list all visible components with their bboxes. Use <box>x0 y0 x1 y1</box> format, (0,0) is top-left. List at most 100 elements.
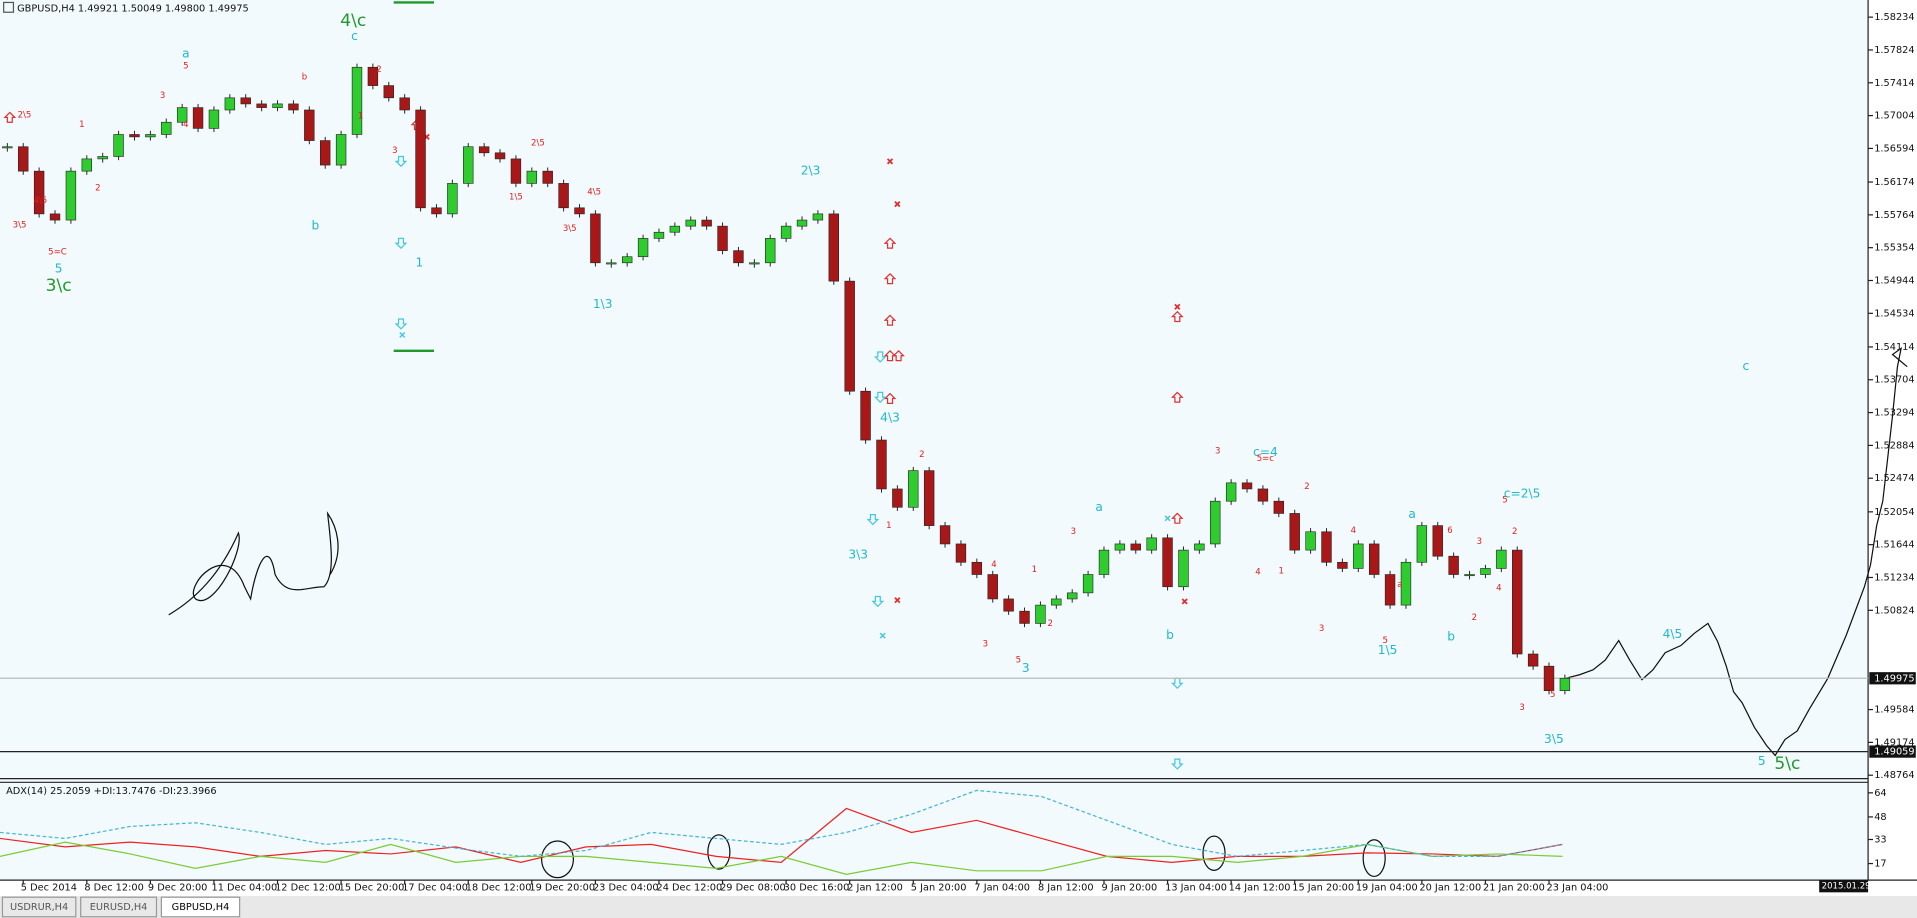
candle <box>1067 592 1078 600</box>
candle <box>478 146 490 154</box>
wave-label: 2 <box>1472 613 1477 623</box>
candle <box>18 146 29 172</box>
candle <box>1114 543 1126 551</box>
candle <box>1162 537 1173 588</box>
candle <box>1337 561 1348 569</box>
wave-label: 5 <box>1502 495 1507 505</box>
candle <box>1225 482 1237 502</box>
level-label: 1.49059 <box>1874 747 1914 758</box>
wave-label: 5 <box>1758 754 1766 768</box>
candle <box>81 158 92 172</box>
x-tick-label: 7 Jan 04:00 <box>974 882 1030 893</box>
wave-label: 1 <box>886 521 891 531</box>
y-tick-label: 1.56174 <box>1874 177 1914 188</box>
wave-label: 4 <box>991 560 996 570</box>
x-tick-label: 8 Dec 12:00 <box>84 882 143 893</box>
tab[interactable] <box>1 896 77 918</box>
wave-label: 4 <box>183 120 188 130</box>
candle <box>272 103 283 108</box>
cross-marks <box>399 331 1171 639</box>
x-tick-label: 30 Dec 16:00 <box>784 882 850 893</box>
tab[interactable] <box>80 896 158 918</box>
wave-label: c <box>351 29 358 43</box>
candle <box>574 207 585 215</box>
circle-mark <box>1202 835 1226 871</box>
cross-marks <box>423 133 1188 605</box>
candle <box>256 103 267 108</box>
tab-label[interactable]: GBPUSD,H4 <box>172 902 230 913</box>
wave-label: c=2\5 <box>1504 486 1541 500</box>
candle <box>65 170 77 221</box>
chart-header: GBPUSD,H4 1.49921 1.50049 1.49800 1.4997… <box>17 4 249 15</box>
candle <box>1464 574 1475 577</box>
y-tick-label: 1.56594 <box>1874 143 1914 154</box>
candle <box>1178 549 1189 588</box>
wave-label: 2 <box>1512 527 1517 537</box>
wave-label: b <box>1166 628 1174 642</box>
candle <box>1035 604 1046 624</box>
wave-label: 6 <box>1447 526 1452 536</box>
y-tick-label: 1.49174 <box>1874 737 1914 748</box>
indicator-line <box>0 789 1563 858</box>
last-time-box <box>1819 880 1869 893</box>
y-tick-label: 1.55764 <box>1874 210 1914 221</box>
candle <box>1273 500 1285 514</box>
wave-label: 3 <box>160 91 165 101</box>
y-tick-label: 1.53294 <box>1874 408 1914 419</box>
wave-label: 4\5 <box>33 196 47 206</box>
candle <box>192 107 204 129</box>
symbol-icon <box>3 1 15 13</box>
candle <box>97 156 108 160</box>
wave-label: 2 <box>1047 619 1052 629</box>
x-tick-label: 8 Jan 12:00 <box>1038 882 1094 893</box>
candle <box>1051 598 1062 606</box>
wave-label: 5\c <box>1774 754 1800 774</box>
drawings <box>4 1 1908 879</box>
candle <box>176 107 188 123</box>
y-tick-label: 1.52884 <box>1874 440 1914 451</box>
tab-label[interactable]: EURUSD,H4 <box>90 902 148 913</box>
candle <box>1416 525 1428 563</box>
x-tick-label: 21 Jan 20:00 <box>1483 882 1545 893</box>
wave-label: 3 <box>1319 624 1324 634</box>
plot-background <box>0 0 1869 881</box>
x-tick-label: 23 Jan 04:00 <box>1547 882 1609 893</box>
x-tick-label: 29 Dec 08:00 <box>720 882 786 893</box>
wave-label: 4\c <box>340 11 366 31</box>
candle <box>129 134 140 138</box>
wave-label: 1 <box>415 255 423 269</box>
x-tick-label: 23 Dec 04:00 <box>593 882 659 893</box>
wave-label: b <box>312 219 320 233</box>
wave-label: 3\3 <box>848 547 868 561</box>
candle <box>939 525 951 545</box>
candle <box>765 238 776 264</box>
tab-label[interactable]: USDRUR,H4 <box>10 902 68 913</box>
wave-label: 5=C <box>48 247 67 257</box>
x-tick-label: 12 Dec 12:00 <box>275 882 341 893</box>
x-tick-label: 2 Jan 12:00 <box>847 882 903 893</box>
current-price-label: 1.49975 <box>1874 673 1914 684</box>
y-tick-label: 17 <box>1874 859 1886 870</box>
candle <box>844 280 855 392</box>
candle <box>1257 488 1269 502</box>
wave-label: 1 <box>358 112 363 122</box>
candle <box>224 97 236 111</box>
tab[interactable] <box>160 896 241 918</box>
y-tick-label: 1.57824 <box>1874 45 1914 56</box>
candle <box>971 561 983 575</box>
candle <box>1305 531 1316 551</box>
candle <box>1019 610 1030 624</box>
candle <box>590 213 601 264</box>
candle <box>494 152 506 160</box>
wave-label: 5 <box>1382 636 1387 646</box>
candle <box>367 66 379 86</box>
x-tick-label: 15 Jan 20:00 <box>1292 882 1354 893</box>
wave-label: a <box>1408 507 1416 521</box>
candle <box>447 183 458 215</box>
candle <box>240 97 251 105</box>
candle <box>558 183 569 209</box>
candle <box>49 213 61 221</box>
wave-label: 3\5 <box>1544 732 1564 746</box>
wave-label: 1\5 <box>509 192 523 202</box>
